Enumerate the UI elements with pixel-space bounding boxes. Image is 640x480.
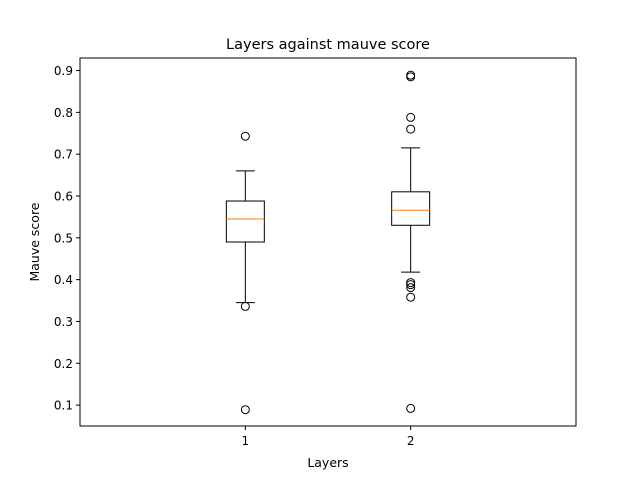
x-tick-label: 1 bbox=[242, 434, 250, 448]
x-tick-label: 2 bbox=[407, 434, 415, 448]
y-tick-label: 0.4 bbox=[54, 273, 73, 287]
outlier-point bbox=[240, 301, 250, 311]
y-tick-label: 0.2 bbox=[54, 357, 73, 371]
outlier-point bbox=[240, 131, 250, 141]
y-tick-label: 0.9 bbox=[54, 64, 73, 78]
y-tick-label: 0.5 bbox=[54, 231, 73, 245]
outlier-point bbox=[406, 292, 416, 302]
plot-area-frame bbox=[79, 57, 577, 427]
y-tick-label: 0.3 bbox=[54, 315, 73, 329]
x-axis-label: Layers bbox=[307, 455, 348, 470]
chart-title: Layers against mauve score bbox=[226, 37, 430, 53]
y-tick-label: 0.8 bbox=[54, 106, 73, 120]
outlier-point bbox=[406, 278, 416, 288]
outlier-point bbox=[406, 280, 416, 290]
y-tick-label: 0.6 bbox=[54, 190, 73, 204]
y-axis-label: Mauve score bbox=[27, 202, 42, 281]
outlier-point bbox=[406, 124, 416, 134]
outlier-point bbox=[406, 72, 416, 82]
outlier-point bbox=[406, 283, 416, 293]
outlier-point bbox=[406, 112, 416, 122]
box-iqr bbox=[391, 191, 431, 226]
outlier-point bbox=[240, 405, 250, 415]
y-tick-label: 0.1 bbox=[54, 399, 73, 413]
box-iqr bbox=[225, 200, 265, 243]
outlier-point bbox=[406, 403, 416, 413]
y-tick-label: 0.7 bbox=[54, 148, 73, 162]
